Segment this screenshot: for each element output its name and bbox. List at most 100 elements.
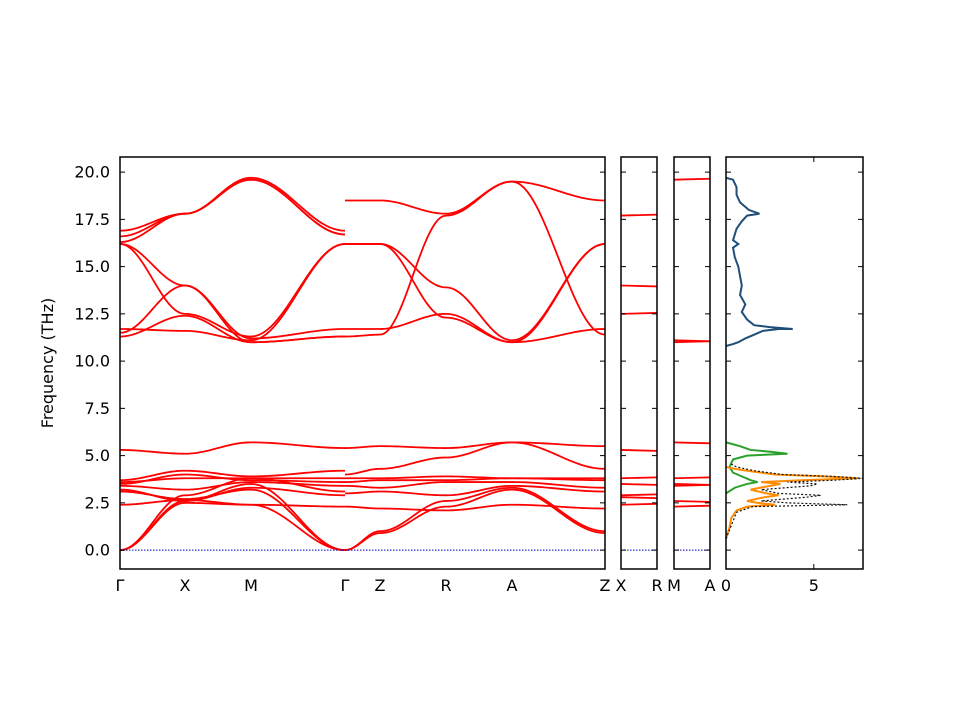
x-tick-label: Z — [600, 576, 611, 595]
band-line-R-A-6 — [445, 475, 512, 480]
band-panel-M-A-frame — [673, 156, 711, 570]
band-line-X-M-10 — [184, 441, 252, 455]
band-line-Γ-X-8 — [119, 477, 186, 483]
x-tick-label: X — [180, 576, 191, 595]
band-line-M-Γ-12 — [250, 328, 346, 340]
band-line-Z-R-13 — [379, 199, 447, 215]
band-line-A-Z-0 — [511, 486, 606, 533]
y-tick-label: 5.0 — [85, 446, 110, 465]
band-line-M-Γ-2 — [250, 503, 346, 508]
x-tick-label: Z — [375, 576, 386, 595]
band-line-Γ-Z-9 — [344, 333, 381, 338]
band-line-X-R-7 — [620, 496, 658, 500]
x-tick-label: 5 — [809, 576, 819, 595]
band-line-A-Z-8 — [511, 441, 606, 448]
y-tick-label: 20.0 — [74, 163, 110, 182]
band-line-Γ-X-13 — [119, 328, 186, 332]
x-tick-label: R — [440, 576, 451, 595]
band-line-R-A-2 — [445, 503, 513, 512]
band-line-Z-R-11 — [379, 243, 447, 289]
band-line-Z-R-2 — [379, 507, 447, 512]
band-line-X-M-15 — [184, 284, 252, 344]
x-tick-label: 0 — [721, 576, 731, 595]
band-panel-main-frame — [119, 156, 606, 570]
band-line-Γ-X-14 — [119, 243, 186, 315]
band-line-X-R-3 — [620, 449, 658, 452]
band-line-Z-R-0 — [379, 500, 447, 533]
band-line-Γ-X-11 — [119, 314, 186, 338]
band-line-R-A-3 — [445, 484, 513, 497]
band-line-X-M-18 — [184, 178, 252, 215]
band-line-X-M-9 — [184, 469, 252, 478]
band-line-M-Γ-3 — [250, 503, 346, 551]
band-line-Γ-Z-3 — [345, 490, 381, 495]
band-line-Z-R-6 — [380, 475, 447, 480]
band-line-Γ-X-15 — [119, 243, 186, 287]
band-line-A-Z-4 — [511, 481, 606, 489]
band-line-A-Z-1 — [511, 488, 606, 534]
band-line-Γ-X-18 — [119, 212, 186, 232]
band-line-M-Γ-14 — [250, 243, 346, 338]
band-line-X-M-13 — [184, 329, 252, 342]
band-line-Γ-X-2 — [119, 501, 186, 551]
dos-panel-frame — [725, 156, 864, 570]
band-line-X-M-6 — [184, 481, 252, 491]
band-line-X-R-6 — [620, 493, 658, 497]
band-line-R-A-12 — [445, 316, 513, 344]
band-line-Z-R-4 — [379, 481, 447, 489]
band-line-X-M-4 — [184, 488, 252, 500]
band-line-A-Z-13 — [511, 180, 606, 202]
band-line-M-A-6 — [673, 483, 711, 487]
band-line-Z-R-12 — [379, 243, 447, 319]
band-line-M-Γ-6 — [250, 481, 346, 487]
band-line-M-Γ-17 — [250, 176, 346, 232]
band-line-Γ-Z-8 — [344, 445, 380, 449]
band-line-R-A-1 — [445, 488, 513, 508]
band-line-X-M-5 — [184, 483, 252, 502]
dos-curve-0 — [725, 176, 793, 347]
band-line-M-A-0 — [673, 177, 711, 181]
band-line-Γ-X-10 — [119, 449, 186, 455]
band-panel-main: 0.0 2.5 5.0 7.5 10.0 12.5 15.0 17.5 20.0 Γ X M Γ Z R A Z — [74, 156, 611, 595]
band-line-Γ-Z-1 — [344, 532, 381, 551]
band-line-Z-R-1 — [379, 505, 447, 534]
band-line-A-Z-9 — [511, 180, 606, 336]
x-tick-label: R — [651, 576, 662, 595]
band-line-M-A-8 — [673, 504, 711, 508]
band-line-X-R-8 — [620, 502, 658, 506]
band-line-X-R-4 — [620, 476, 658, 480]
band-line-X-M-14 — [184, 312, 252, 338]
band-line-X-R-0 — [620, 213, 658, 217]
band-line-M-Γ-10 — [250, 441, 346, 449]
band-line-Z-R-7 — [379, 456, 447, 470]
band-line-R-A-13 — [445, 180, 513, 215]
dos-curve-1 — [725, 441, 788, 495]
y-tick-label: 2.5 — [85, 493, 110, 512]
dos-curve-3 — [725, 462, 864, 539]
band-line-M-Γ-15 — [250, 335, 346, 344]
band-line-R-A-0 — [445, 486, 513, 502]
band-line-A-Z-3 — [511, 484, 606, 493]
x-tick-label: M — [667, 576, 681, 595]
band-line-M-A-7 — [673, 500, 711, 503]
band-line-Γ-Z-4 — [344, 484, 380, 489]
band-line-M-Γ-7 — [250, 479, 345, 483]
y-tick-label: 0.0 — [85, 541, 110, 560]
band-line-M-Γ-18 — [250, 178, 346, 236]
y-tick-label: 15.0 — [74, 257, 110, 276]
band-line-X-M-7 — [184, 473, 252, 482]
band-line-Γ-X-6 — [119, 484, 186, 491]
y-tick-label: 7.5 — [85, 399, 110, 418]
band-line-Z-R-8 — [380, 445, 447, 449]
x-tick-label: Γ — [341, 576, 350, 595]
y-axis-label: Frequency (THz) — [38, 298, 57, 428]
band-line-Γ-Z-5 — [345, 479, 381, 483]
band-line-Γ-X-7 — [119, 473, 186, 485]
band-line-Z-R-10 — [379, 312, 447, 330]
x-tick-label: A — [507, 576, 518, 595]
band-line-A-Z-7 — [511, 441, 606, 470]
y-tick-label: 17.5 — [74, 210, 110, 229]
x-tick-label: M — [244, 576, 258, 595]
